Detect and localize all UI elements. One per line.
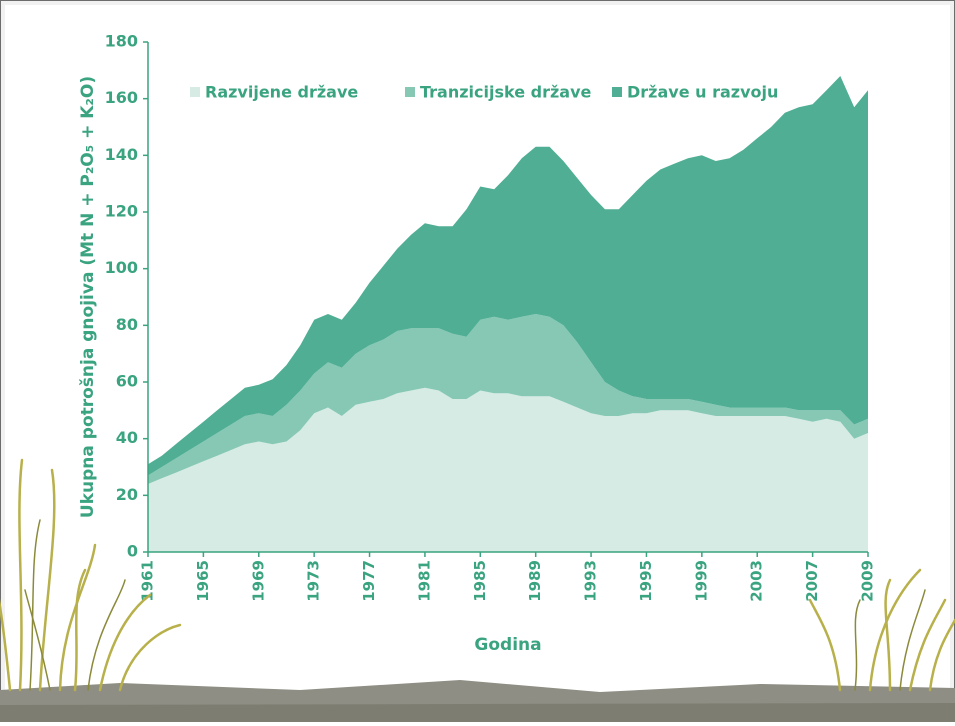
area — [148, 314, 868, 484]
x-tick-label: 2007 — [803, 560, 821, 602]
x-axis-title: Godina — [474, 635, 541, 655]
x-tick-label: 1999 — [692, 560, 710, 602]
x-tick-label: 1995 — [637, 560, 655, 602]
plot-area: 0 20 40 60 80 100 120 140 160 180 1961 1965 1969 1973… — [105, 32, 877, 602]
y-tick-label: 120 — [105, 202, 138, 221]
y-tick-label: 100 — [105, 258, 138, 277]
y-tick-label: 140 — [105, 145, 138, 164]
x-tick-label: 1985 — [471, 560, 489, 602]
legend-label: Tranzicijske države — [420, 83, 592, 102]
x-tick-label: 2003 — [748, 560, 766, 602]
x-tick-label: 1993 — [582, 560, 600, 602]
y-tick-label: 80 — [116, 315, 138, 334]
x-tick-label: 2009 — [859, 560, 877, 602]
x-tick-label: 1965 — [194, 560, 212, 602]
x-tick-label: 1969 — [249, 560, 267, 602]
x-tick-label: 1977 — [360, 560, 378, 602]
legend: Razvijene države Tranzicijske države Držav… — [190, 83, 778, 102]
x-tick-label: 1961 — [139, 560, 157, 602]
y-tick-label: 40 — [116, 428, 138, 447]
x-tick-label: 1989 — [526, 560, 544, 602]
ground-shade — [0, 703, 955, 722]
legend-label: Razvijene države — [205, 83, 358, 102]
grass-left — [0, 458, 182, 692]
area — [148, 387, 868, 552]
y-tick-label: 60 — [116, 372, 138, 391]
legend-swatch — [190, 87, 200, 97]
legend-swatch — [612, 87, 622, 97]
y-tick-label: 0 — [127, 542, 138, 561]
x-tick-label: 1973 — [305, 560, 323, 602]
y-tick-label: 20 — [116, 485, 138, 504]
legend-label: Države u razvoju — [627, 83, 778, 102]
legend-swatch — [405, 87, 415, 97]
decoration — [0, 458, 955, 722]
grass-right — [808, 568, 955, 692]
y-axis-title: Ukupna potrošnja gnojiva (Mt N + P₂O₅ + … — [78, 76, 98, 518]
area — [148, 76, 868, 476]
x-tick-label: 1981 — [415, 560, 433, 602]
y-tick-label: 160 — [105, 88, 138, 107]
y-tick-label: 180 — [105, 32, 138, 51]
